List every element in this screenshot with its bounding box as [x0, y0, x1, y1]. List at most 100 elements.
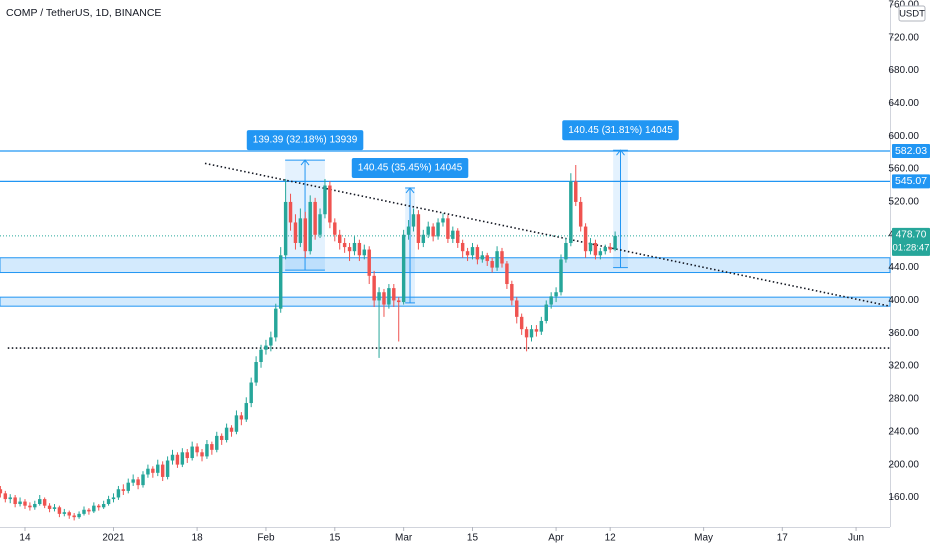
candle-body	[505, 263, 509, 285]
candle-body	[382, 292, 386, 305]
candle-body	[342, 242, 347, 248]
x-tick-label: Feb	[257, 533, 275, 544]
candle-body	[598, 251, 603, 256]
candle-body	[97, 505, 101, 508]
candle-body	[460, 242, 465, 252]
candle-body	[549, 296, 553, 305]
candle-body	[303, 218, 308, 252]
measure-label: 140.45 (35.45%) 14045	[358, 163, 463, 174]
last-price-label: 478.70	[896, 229, 927, 240]
candle-body	[347, 247, 352, 252]
currency-label: USDT	[899, 9, 925, 20]
x-tick-label: 12	[605, 533, 617, 544]
candle-body	[544, 304, 548, 321]
candle-body	[485, 255, 489, 262]
measure-label: 139.39 (32.18%) 13939	[253, 135, 358, 146]
candle-body	[323, 185, 327, 215]
candle-body	[33, 504, 37, 508]
candle-body	[278, 255, 283, 309]
candle-body	[367, 249, 371, 276]
candle-body	[495, 251, 499, 268]
candle-body	[613, 235, 617, 250]
candle-body	[308, 201, 312, 252]
candle-body	[588, 242, 593, 252]
candle-body	[146, 468, 150, 475]
candle-body	[313, 201, 317, 235]
measure-arrow-head	[300, 159, 310, 166]
candle-body	[200, 452, 204, 457]
y-tick-label: 520.00	[888, 197, 919, 208]
candle-body	[510, 284, 514, 301]
candle-body	[337, 234, 342, 243]
candle-body	[156, 464, 160, 473]
countdown-label: 01:28:47	[893, 242, 930, 253]
candle-body	[318, 214, 322, 235]
candle-body	[264, 345, 268, 350]
y-tick-label: 320.00	[888, 361, 919, 372]
zone	[0, 296, 891, 307]
x-tick-label: May	[694, 533, 713, 544]
candle-body	[441, 218, 445, 223]
candle-body	[92, 505, 96, 512]
candle-body	[47, 505, 52, 509]
candle-body	[224, 427, 229, 440]
y-tick-label: 280.00	[888, 394, 919, 405]
candle-body	[126, 482, 130, 491]
candle-body	[121, 489, 126, 491]
candle-body	[559, 259, 563, 293]
trendline	[204, 162, 891, 307]
candle-body	[392, 288, 396, 301]
candle-body	[219, 435, 224, 440]
y-tick-label: 600.00	[888, 131, 919, 142]
candle-body	[101, 504, 106, 508]
candle-body	[38, 499, 42, 505]
candle-body	[254, 362, 258, 383]
candle-body	[475, 247, 480, 260]
candle-body	[465, 251, 470, 256]
candle-body	[574, 181, 578, 202]
candle-body	[490, 261, 494, 268]
candle-body	[500, 251, 504, 264]
level-label: 582.03	[895, 145, 927, 157]
candle-body	[18, 501, 22, 505]
candle-body	[160, 464, 165, 477]
candle-body	[244, 403, 248, 420]
candle-body	[151, 468, 155, 473]
x-tick-label: 18	[192, 533, 204, 544]
candle-body	[436, 222, 440, 237]
candle-body	[23, 501, 27, 506]
candle-body	[116, 489, 121, 498]
y-tick-label: 400.00	[888, 295, 919, 306]
candle-body	[8, 497, 12, 500]
currency-box	[898, 5, 926, 22]
candle-body	[534, 329, 539, 332]
candle-body	[529, 329, 534, 338]
candle-body	[608, 247, 612, 250]
candle-body	[362, 249, 367, 256]
candle-body	[603, 247, 607, 252]
candle-body	[28, 505, 32, 508]
zone	[0, 257, 891, 274]
x-tick-label: 15	[329, 533, 341, 544]
candle-body	[328, 185, 332, 223]
candle-body	[106, 499, 111, 505]
candle-body	[401, 234, 406, 303]
candle-body	[82, 509, 86, 514]
candle-body	[411, 214, 416, 227]
x-tick-label: 15	[467, 533, 479, 544]
candle-body	[249, 382, 253, 404]
candle-body	[416, 214, 421, 243]
candle-body	[67, 512, 71, 516]
candle-body	[170, 454, 175, 461]
candle-body	[229, 427, 234, 432]
candle-body	[539, 320, 544, 332]
y-tick-label: 680.00	[888, 65, 919, 76]
candle-body	[554, 292, 558, 297]
candle-body	[234, 415, 239, 432]
y-tick-label: 560.00	[888, 164, 919, 175]
candle-body	[569, 181, 573, 243]
last-price-box	[892, 227, 930, 256]
candle-body	[515, 300, 519, 317]
